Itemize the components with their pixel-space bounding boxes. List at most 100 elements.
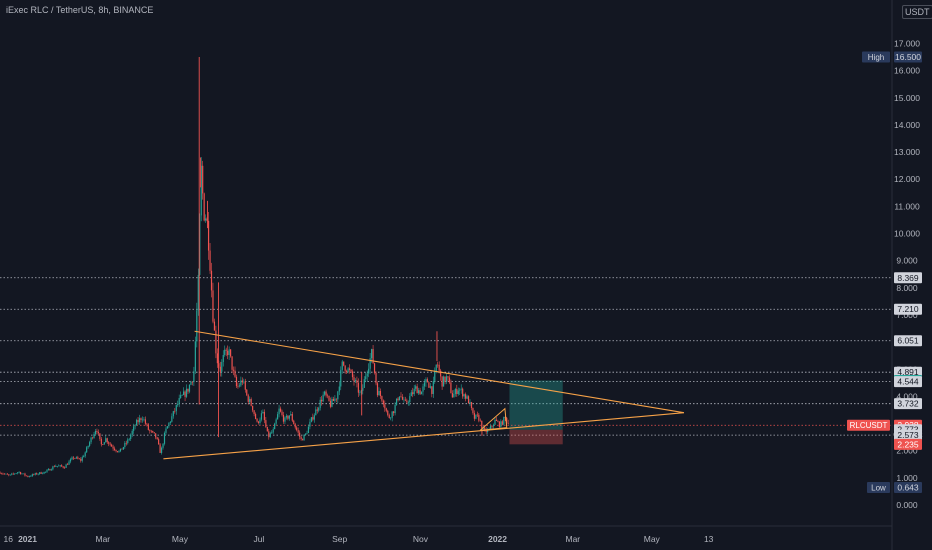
candle-body bbox=[269, 433, 271, 438]
candle-body bbox=[228, 349, 230, 356]
candle-body bbox=[393, 411, 395, 414]
small-triangle-pattern[interactable] bbox=[479, 407, 508, 431]
candle-body bbox=[275, 419, 277, 424]
candle-body bbox=[146, 423, 148, 425]
y-tick-label: 11.000 bbox=[894, 201, 920, 211]
price-label-box bbox=[894, 376, 922, 388]
price-label-prefix: High bbox=[868, 53, 884, 62]
price-label-box bbox=[894, 429, 922, 441]
candle-body bbox=[5, 473, 7, 475]
candle-body bbox=[362, 387, 364, 391]
candle-body bbox=[416, 386, 418, 394]
candle-body bbox=[156, 437, 158, 440]
candle-body bbox=[475, 414, 477, 419]
trendlines[interactable] bbox=[163, 330, 685, 460]
currency-button[interactable]: USDT bbox=[902, 5, 932, 19]
y-tick-label: 12.000 bbox=[894, 174, 920, 184]
candle-body bbox=[83, 456, 85, 458]
price-label-level: 4.544 bbox=[897, 377, 919, 387]
candle-body bbox=[131, 430, 133, 435]
candle-body bbox=[387, 410, 389, 415]
candle-body bbox=[49, 469, 51, 471]
candle-body bbox=[41, 473, 44, 475]
candle-body bbox=[469, 402, 471, 404]
candle-body bbox=[80, 458, 82, 461]
candle-body bbox=[219, 366, 221, 372]
candle-body bbox=[115, 449, 117, 452]
y-tick-label: 16.000 bbox=[894, 66, 920, 76]
price-label-high: 16.500 bbox=[895, 52, 921, 62]
candle-body bbox=[332, 399, 335, 401]
candle-body bbox=[313, 415, 315, 420]
candle-body bbox=[498, 421, 500, 428]
candle-body bbox=[434, 371, 436, 381]
candle-body bbox=[118, 451, 120, 452]
candle-body bbox=[419, 390, 421, 395]
candle-body bbox=[350, 369, 352, 372]
candle-body bbox=[252, 405, 254, 411]
candle-body bbox=[119, 448, 122, 452]
candle-body bbox=[494, 419, 496, 425]
x-tick-label: Mar bbox=[95, 534, 110, 544]
candle-body bbox=[401, 396, 404, 400]
candle-body bbox=[394, 404, 396, 414]
candle-body bbox=[418, 390, 420, 394]
candle-body bbox=[28, 476, 30, 477]
candle-body bbox=[278, 408, 280, 415]
candle-body bbox=[235, 376, 238, 387]
candle-body bbox=[64, 467, 66, 469]
candle-body bbox=[56, 465, 58, 467]
x-tick-label: 16 bbox=[4, 534, 14, 544]
candle-body bbox=[259, 419, 261, 423]
price-label-level: 3.732 bbox=[897, 399, 919, 409]
candle-body bbox=[108, 442, 110, 444]
candle-body bbox=[366, 373, 368, 377]
candle-body bbox=[58, 465, 60, 467]
long-position-tool[interactable] bbox=[509, 380, 563, 445]
price-label-box bbox=[894, 398, 922, 410]
candle-body bbox=[205, 218, 207, 221]
y-tick-label: 10.000 bbox=[894, 229, 920, 239]
x-tick-label: Jul bbox=[253, 534, 264, 544]
candle-body bbox=[503, 416, 505, 425]
candle-body bbox=[363, 379, 365, 388]
price-label-level: 7.210 bbox=[897, 304, 919, 314]
candle-body bbox=[134, 425, 136, 427]
candle-body bbox=[412, 392, 414, 395]
candle-body bbox=[373, 363, 376, 373]
candle-body bbox=[199, 215, 201, 275]
symbol-title: iExec RLC / TetherUS, 8h, BINANCE bbox=[6, 5, 154, 15]
candle-body bbox=[356, 380, 358, 383]
candle-body bbox=[484, 427, 486, 430]
candle-body bbox=[187, 388, 189, 392]
candle-body bbox=[466, 396, 468, 399]
candle-body bbox=[467, 396, 470, 404]
candle-body bbox=[37, 473, 39, 475]
candle-body bbox=[90, 437, 92, 443]
candle-body bbox=[265, 420, 267, 427]
small-triangle-outline bbox=[479, 407, 508, 431]
candle-body bbox=[444, 376, 446, 382]
candle-body bbox=[344, 365, 346, 371]
candle-body bbox=[116, 451, 119, 452]
candle-body bbox=[246, 389, 248, 396]
candle-body bbox=[301, 439, 304, 441]
candle-body bbox=[97, 432, 100, 434]
candle-body bbox=[379, 390, 382, 397]
price-label-level: 8.369 bbox=[897, 273, 919, 283]
candle-body bbox=[15, 473, 17, 474]
candle-body bbox=[307, 426, 310, 434]
candle-body bbox=[375, 372, 377, 384]
candle-body bbox=[17, 472, 19, 474]
candle-body bbox=[285, 415, 288, 418]
candle-body bbox=[50, 469, 53, 471]
price-label-prefix-box bbox=[867, 482, 890, 494]
candle-body bbox=[47, 469, 50, 471]
candle-body bbox=[22, 473, 25, 475]
candle-body bbox=[221, 362, 223, 372]
candle-body bbox=[426, 379, 429, 383]
candle-body bbox=[240, 380, 242, 386]
candle-body bbox=[359, 392, 361, 394]
y-tick-label: 9.000 bbox=[896, 256, 918, 266]
